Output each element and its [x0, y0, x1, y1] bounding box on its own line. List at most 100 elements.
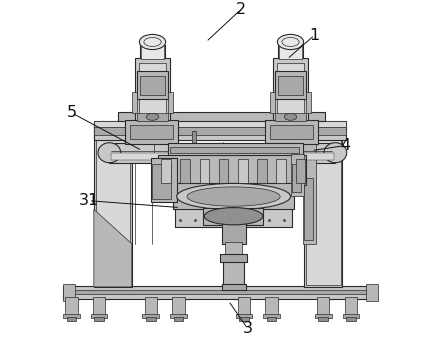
Bar: [93, 297, 105, 316]
Bar: [291, 154, 304, 196]
Bar: [135, 57, 170, 120]
Bar: [238, 159, 248, 183]
Bar: [172, 297, 185, 316]
Ellipse shape: [98, 143, 121, 163]
Bar: [277, 63, 304, 116]
Bar: [223, 261, 244, 287]
Ellipse shape: [177, 183, 291, 209]
Bar: [63, 290, 377, 294]
Bar: [174, 317, 183, 322]
Bar: [342, 314, 359, 318]
Bar: [279, 77, 303, 95]
Bar: [304, 125, 342, 287]
Ellipse shape: [277, 34, 303, 49]
Bar: [140, 77, 164, 95]
Bar: [273, 57, 308, 120]
Bar: [222, 284, 246, 290]
Bar: [91, 314, 107, 318]
Bar: [239, 317, 249, 322]
Ellipse shape: [204, 207, 263, 225]
Bar: [306, 127, 341, 285]
Bar: [257, 159, 267, 183]
Text: 2: 2: [235, 2, 245, 17]
Bar: [137, 71, 168, 99]
Polygon shape: [94, 209, 132, 287]
Bar: [275, 71, 306, 99]
Bar: [94, 317, 104, 322]
Bar: [267, 317, 276, 322]
Text: 3: 3: [242, 321, 253, 336]
Bar: [199, 159, 209, 183]
Bar: [265, 297, 278, 316]
Bar: [170, 147, 299, 153]
Bar: [222, 223, 246, 244]
Bar: [270, 92, 275, 113]
Bar: [141, 45, 163, 59]
Ellipse shape: [146, 113, 159, 120]
Text: 1: 1: [310, 27, 320, 42]
Text: 31: 31: [78, 193, 99, 208]
Bar: [143, 314, 159, 318]
Bar: [236, 314, 252, 318]
Bar: [220, 254, 247, 262]
Bar: [180, 159, 190, 183]
Bar: [96, 127, 130, 285]
Bar: [109, 143, 335, 163]
Bar: [111, 153, 334, 160]
Ellipse shape: [187, 187, 280, 206]
Bar: [94, 127, 346, 135]
Ellipse shape: [324, 143, 347, 163]
Bar: [264, 120, 318, 144]
Bar: [63, 284, 75, 301]
Bar: [94, 125, 132, 287]
Bar: [63, 314, 80, 318]
Bar: [346, 317, 356, 322]
Bar: [94, 121, 346, 127]
Bar: [118, 112, 325, 121]
Bar: [94, 121, 346, 140]
Bar: [151, 158, 177, 203]
Bar: [238, 297, 250, 316]
Bar: [280, 45, 302, 59]
Bar: [125, 120, 179, 144]
Ellipse shape: [140, 34, 166, 49]
Bar: [152, 165, 171, 199]
Bar: [317, 297, 330, 316]
Bar: [144, 297, 157, 316]
Bar: [137, 113, 168, 121]
Bar: [345, 297, 357, 316]
Bar: [168, 143, 303, 156]
Bar: [168, 92, 173, 113]
Bar: [270, 125, 313, 139]
Bar: [158, 155, 306, 185]
Bar: [139, 63, 166, 116]
Bar: [303, 137, 316, 244]
Bar: [66, 317, 76, 322]
Bar: [263, 314, 280, 318]
Bar: [319, 317, 328, 322]
Bar: [170, 314, 187, 318]
Bar: [192, 131, 196, 156]
Bar: [304, 178, 313, 240]
Bar: [315, 314, 331, 318]
Bar: [276, 159, 286, 183]
Bar: [292, 165, 301, 192]
Bar: [366, 284, 378, 301]
Bar: [219, 159, 229, 183]
Bar: [295, 159, 305, 183]
Bar: [175, 144, 292, 227]
Bar: [202, 207, 263, 225]
Bar: [132, 92, 137, 113]
Bar: [161, 159, 171, 183]
Bar: [173, 183, 294, 209]
Text: 5: 5: [66, 105, 77, 120]
Bar: [225, 242, 242, 256]
Bar: [65, 297, 78, 316]
Ellipse shape: [284, 113, 297, 120]
Bar: [63, 286, 377, 299]
Bar: [275, 113, 306, 121]
Bar: [130, 125, 173, 139]
Text: 4: 4: [341, 138, 351, 153]
Bar: [306, 92, 311, 113]
Bar: [146, 317, 155, 322]
